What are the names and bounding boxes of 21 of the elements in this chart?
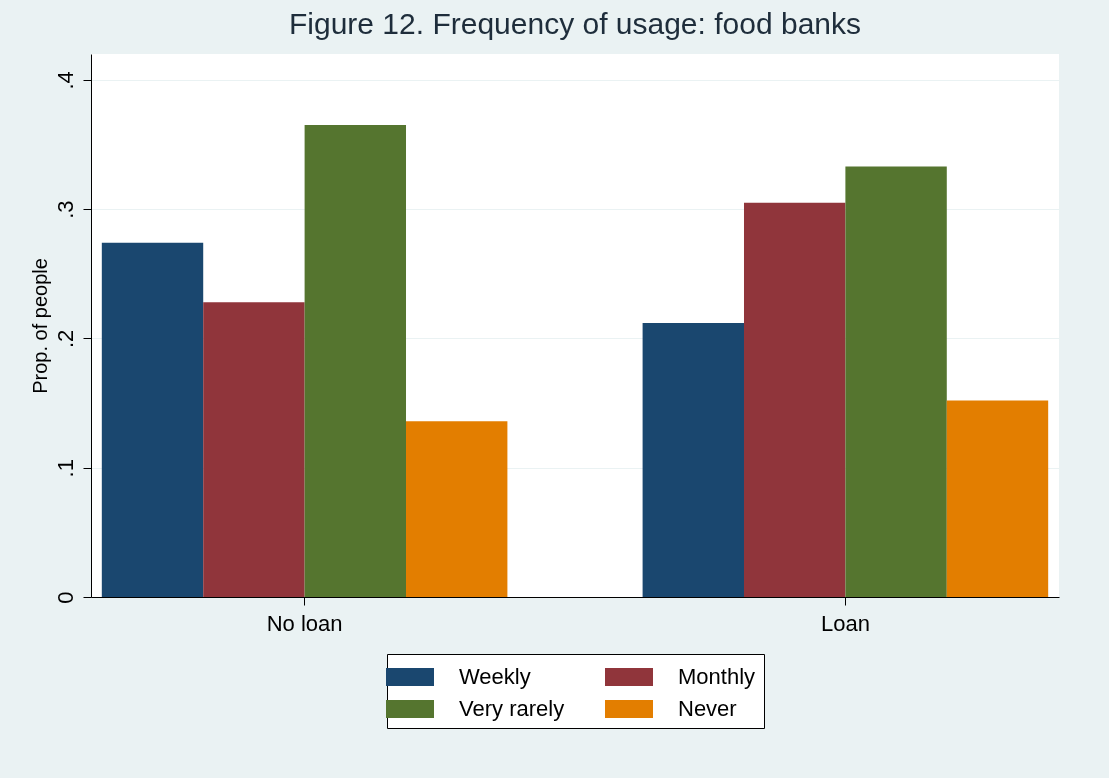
y-tick-label: .2: [52, 329, 78, 349]
legend-label: Very rarely: [459, 696, 565, 721]
bar: [743, 202, 846, 597]
x-tick-label: Loan: [820, 610, 870, 636]
bar: [101, 242, 204, 597]
legend-label: Never: [678, 696, 737, 721]
bar: [642, 322, 744, 597]
y-axis-title: Prop. of people: [28, 258, 51, 394]
x-tick-label: No loan: [266, 610, 343, 636]
y-tick-label: 0: [52, 591, 78, 604]
y-tick-label: .4: [52, 71, 78, 90]
bar: [845, 166, 947, 597]
bar: [946, 400, 1049, 597]
bar: [406, 421, 508, 597]
legend-label: Weekly: [459, 664, 531, 689]
bar: [203, 302, 305, 597]
chart-title: Figure 12. Frequency of usage: food banks: [288, 7, 862, 40]
y-tick-label: .1: [52, 459, 78, 478]
y-tick-label: .3: [52, 200, 78, 219]
legend-label: Monthly: [678, 664, 756, 689]
bar: [304, 125, 407, 597]
